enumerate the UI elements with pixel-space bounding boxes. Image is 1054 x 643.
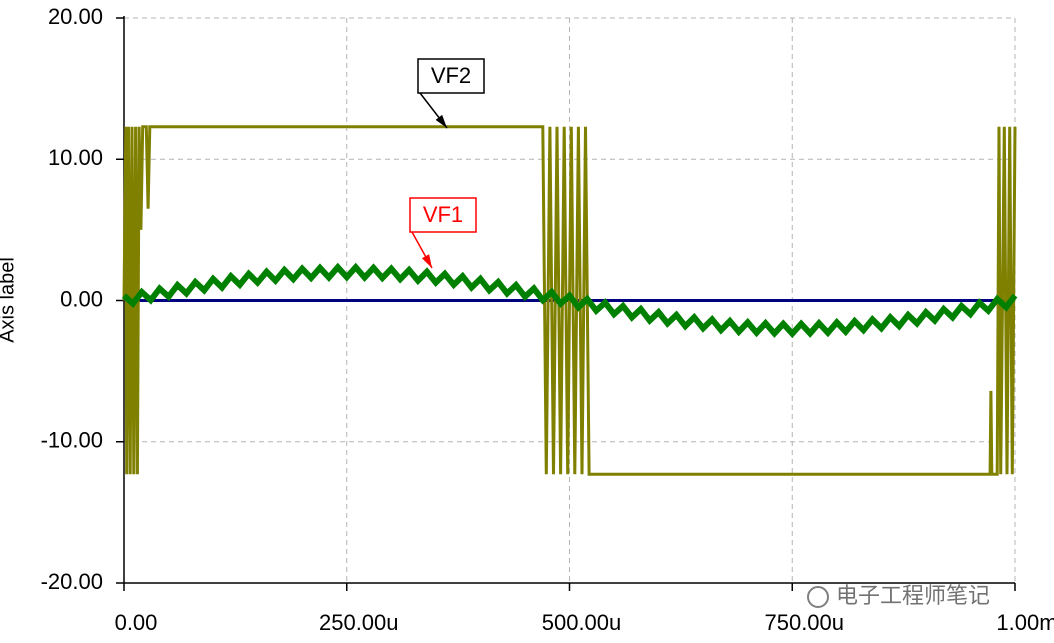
- y-tick-label: -10.00: [41, 428, 103, 453]
- y-tick-label: 20.00: [48, 4, 103, 29]
- watermark-icon: [807, 586, 829, 608]
- x-tick-label: 0.00: [115, 610, 158, 635]
- watermark: 电子工程师笔记: [807, 583, 990, 608]
- annotation-arrowhead: [435, 114, 447, 128]
- y-axis-label: Axis label: [0, 257, 18, 343]
- y-tick-label: -20.00: [41, 569, 103, 594]
- annotation-arrowhead: [421, 254, 432, 268]
- x-tick-label: 500.00u: [542, 610, 622, 635]
- x-tick-label: 1.00m: [996, 610, 1054, 635]
- y-tick-label: 10.00: [48, 145, 103, 170]
- annotation-box: [409, 197, 477, 233]
- x-tick-label: 250.00u: [319, 610, 399, 635]
- x-tick-label: 750.00u: [764, 610, 844, 635]
- annotation-box: [417, 58, 485, 94]
- annotation-text: VF2: [431, 63, 471, 88]
- annotation: VF2: [417, 58, 485, 129]
- watermark-text: 电子工程师笔记: [836, 583, 990, 608]
- annotation-text: VF1: [423, 202, 463, 227]
- annotation: VF1: [409, 197, 477, 269]
- y-tick-label: 0.00: [60, 286, 103, 311]
- series-line: [121, 262, 1018, 339]
